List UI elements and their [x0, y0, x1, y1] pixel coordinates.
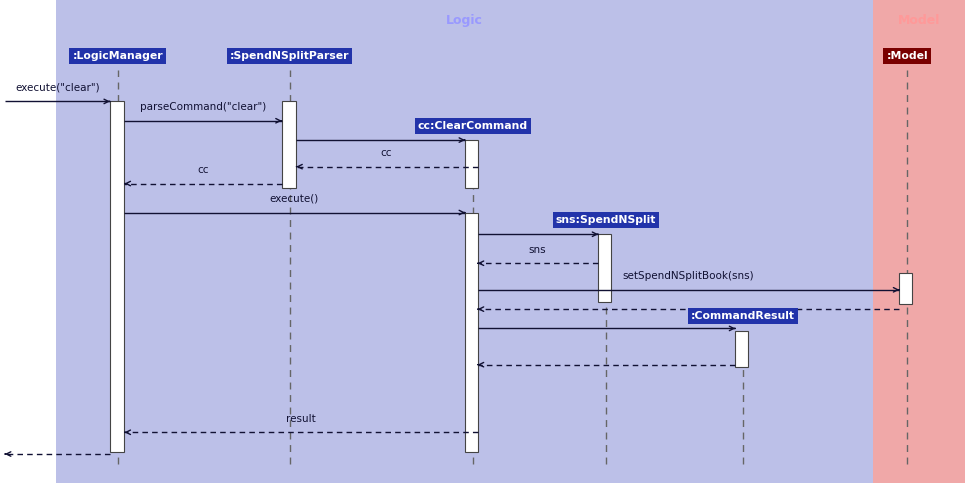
- Bar: [56, 0, 873, 483]
- Bar: [598, 234, 611, 302]
- Text: Logic: Logic: [446, 14, 483, 27]
- Text: result: result: [287, 413, 316, 424]
- Bar: [465, 213, 478, 452]
- Text: setSpendNSplitBook(sns): setSpendNSplitBook(sns): [622, 271, 754, 281]
- Text: :CommandResult: :CommandResult: [691, 312, 795, 321]
- Bar: [735, 331, 748, 367]
- Text: :Model: :Model: [886, 51, 928, 60]
- Text: Model: Model: [898, 14, 940, 27]
- Text: cc: cc: [380, 148, 392, 158]
- Bar: [899, 273, 912, 304]
- Text: :SpendNSplitParser: :SpendNSplitParser: [230, 51, 349, 60]
- Bar: [110, 101, 124, 452]
- Text: :LogicManager: :LogicManager: [72, 51, 163, 60]
- Text: sns: sns: [529, 244, 546, 255]
- Text: sns:SpendNSplit: sns:SpendNSplit: [556, 215, 656, 225]
- Text: parseCommand("clear"): parseCommand("clear"): [140, 102, 265, 112]
- Text: execute(): execute(): [269, 194, 319, 204]
- Text: cc:ClearCommand: cc:ClearCommand: [418, 121, 528, 130]
- Bar: [465, 140, 478, 188]
- Bar: [282, 101, 296, 188]
- Bar: [873, 0, 965, 483]
- Text: execute("clear"): execute("clear"): [15, 83, 100, 93]
- Text: cc: cc: [197, 165, 208, 175]
